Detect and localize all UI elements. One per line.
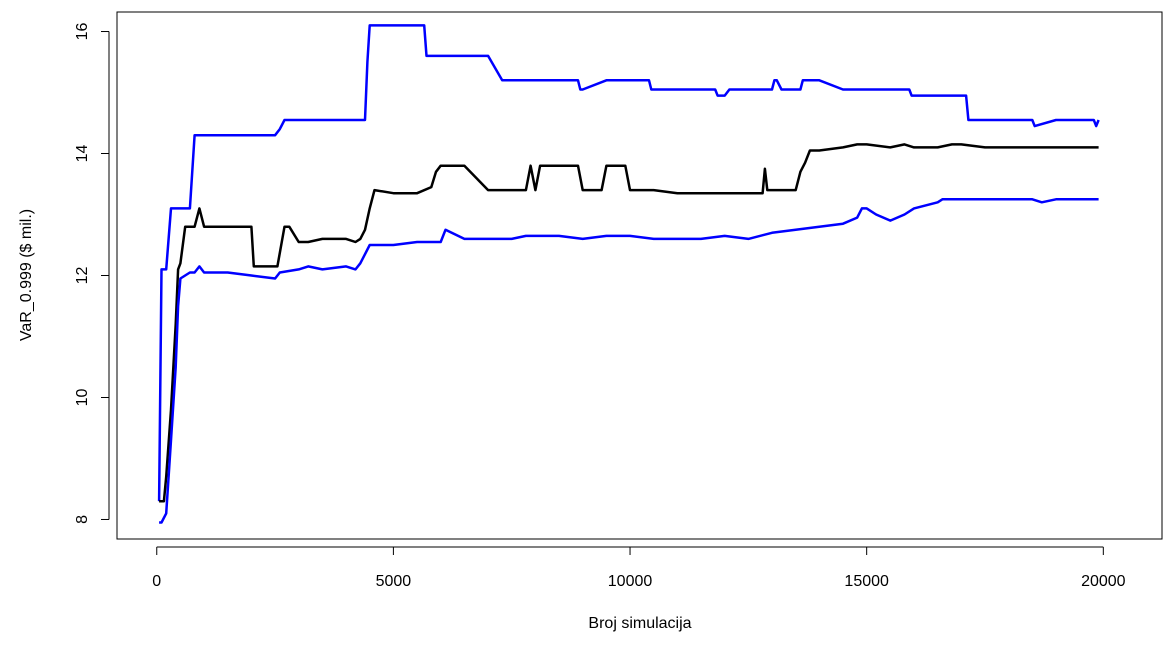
series-line-center xyxy=(159,143,1099,503)
y-tick-label: 12 xyxy=(74,267,91,285)
series-layer xyxy=(157,24,1100,524)
x-tick-label: 20000 xyxy=(1081,573,1126,590)
y-tick-label: 16 xyxy=(74,23,91,41)
series-line-upper xyxy=(157,24,1100,502)
x-tick-label: 0 xyxy=(152,573,161,590)
y-tick-label: 14 xyxy=(74,145,91,163)
y-tick-label: 8 xyxy=(74,515,91,524)
x-tick-label: 15000 xyxy=(844,573,889,590)
y-tick-label: 10 xyxy=(74,388,91,406)
series-line-lower xyxy=(159,198,1099,524)
x-tick-label: 10000 xyxy=(608,573,653,590)
x-axis: 0 5000 10000 15000 20000 xyxy=(152,546,1126,590)
x-axis-title: Broj simulacija xyxy=(588,615,691,632)
y-axis-title: VaR_0.999 ($ mil.) xyxy=(18,209,35,341)
y-axis: 8 10 12 14 16 xyxy=(74,23,110,524)
x-tick-label: 5000 xyxy=(376,573,412,590)
plot-frame xyxy=(116,11,1163,540)
